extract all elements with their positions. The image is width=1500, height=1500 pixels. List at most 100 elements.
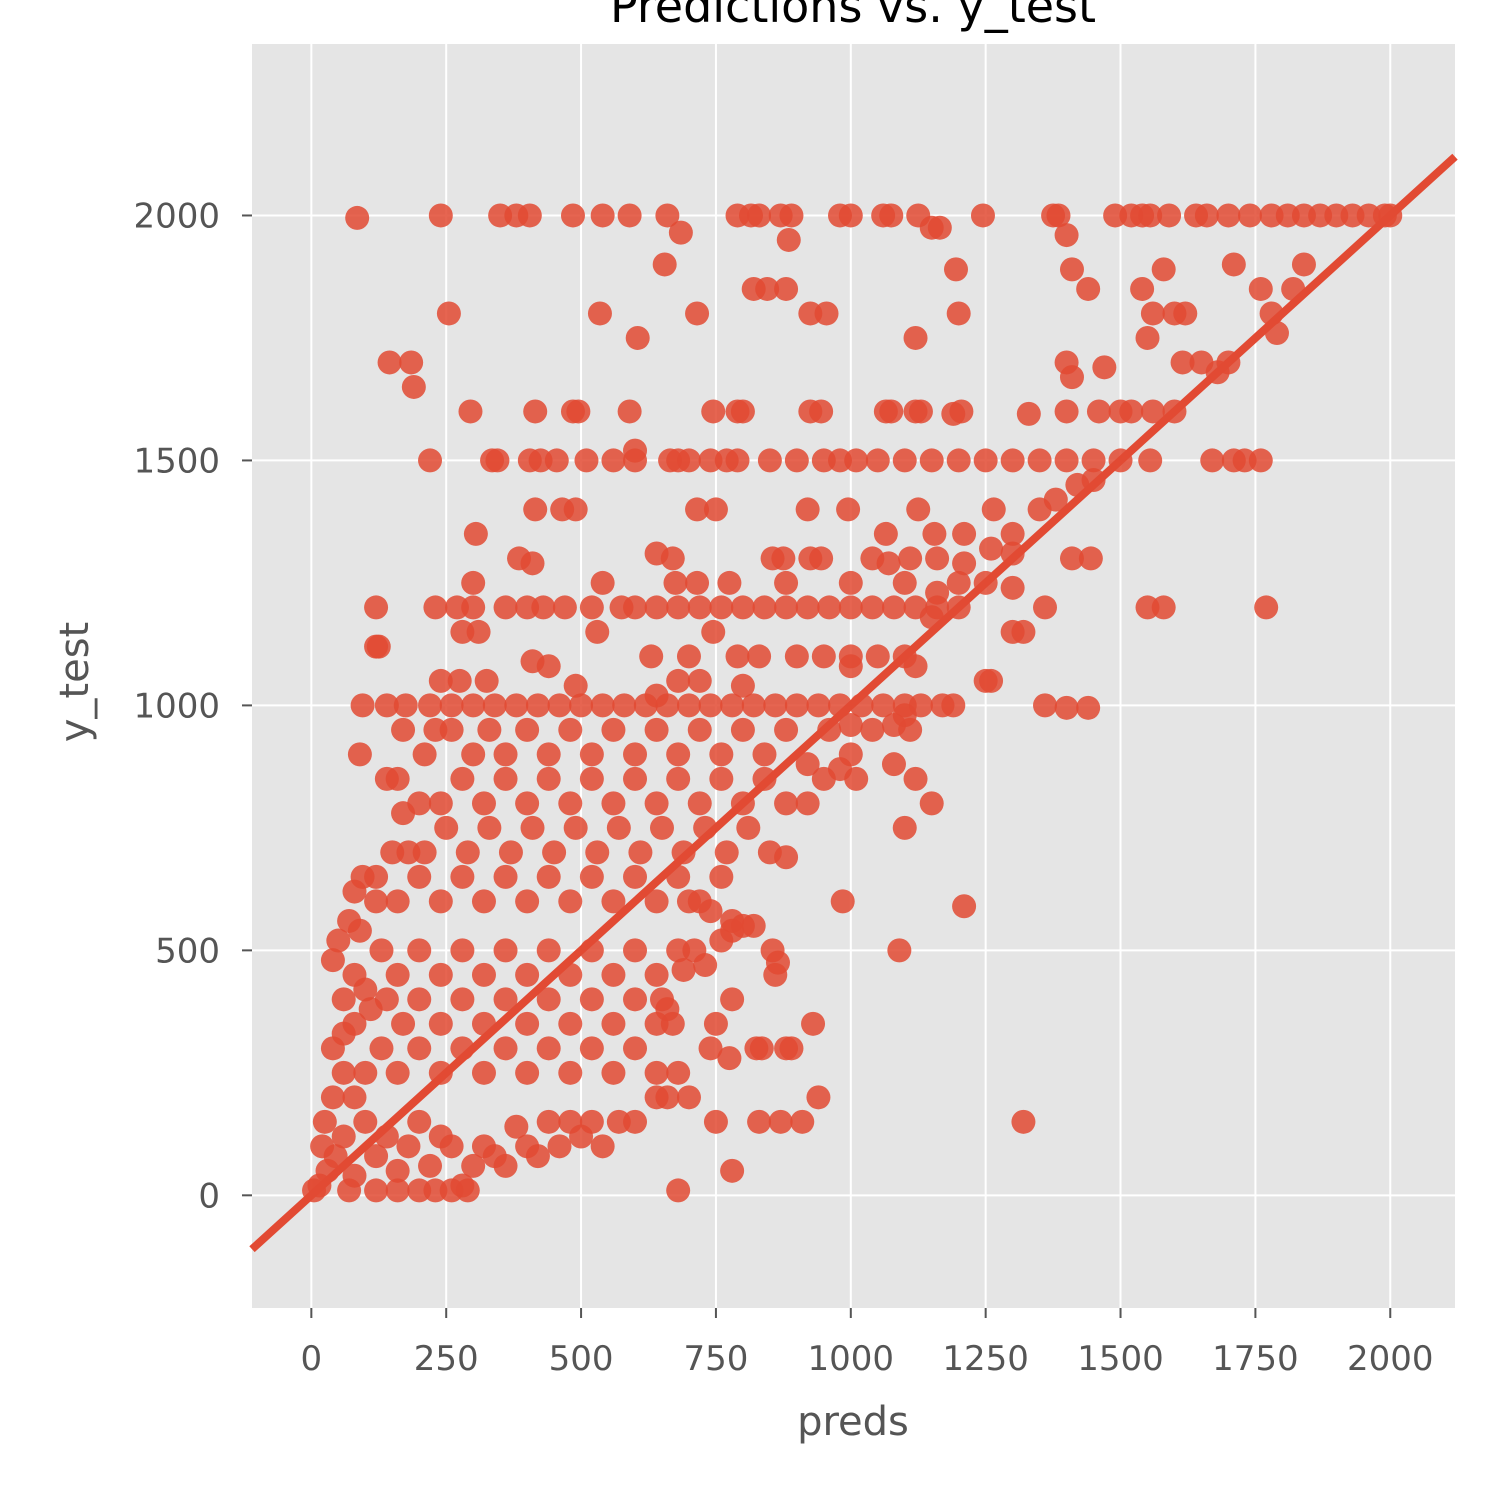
data-point xyxy=(477,717,502,742)
data-point xyxy=(809,399,834,424)
data-point xyxy=(881,595,906,620)
data-point xyxy=(663,570,688,595)
data-point xyxy=(461,570,486,595)
data-point xyxy=(504,693,529,718)
data-point xyxy=(450,864,475,889)
data-point xyxy=(558,1011,583,1036)
data-point xyxy=(320,1085,345,1110)
data-point xyxy=(698,693,723,718)
data-point xyxy=(482,693,507,718)
data-point xyxy=(391,801,416,826)
data-point xyxy=(892,815,917,840)
data-point xyxy=(364,1178,389,1203)
data-point xyxy=(830,889,855,914)
x-tick-label: 1750 xyxy=(1212,1339,1299,1379)
data-point xyxy=(428,668,453,693)
data-point xyxy=(369,938,394,963)
data-point xyxy=(644,791,669,816)
data-point xyxy=(393,693,418,718)
data-point xyxy=(558,889,583,914)
data-point xyxy=(353,1060,378,1085)
data-point xyxy=(623,987,648,1012)
data-point xyxy=(461,742,486,767)
data-point xyxy=(552,595,577,620)
data-point xyxy=(471,1060,496,1085)
data-point xyxy=(623,438,648,463)
data-point xyxy=(720,1158,745,1183)
data-point xyxy=(741,913,766,938)
axis-ticks: 0 250 500 750 1000 1250 1500 1750 2000 0 500 1000 15… xyxy=(133,196,1433,1379)
data-point xyxy=(536,742,561,767)
data-point xyxy=(666,595,691,620)
data-point xyxy=(771,546,796,571)
data-point xyxy=(903,654,928,679)
data-point xyxy=(439,717,464,742)
data-point xyxy=(790,1109,815,1134)
data-point xyxy=(1135,325,1160,350)
data-point xyxy=(736,815,761,840)
data-point xyxy=(1157,203,1182,228)
data-point xyxy=(385,1158,410,1183)
data-point xyxy=(946,570,971,595)
data-point xyxy=(1046,203,1071,228)
data-point xyxy=(860,595,885,620)
data-point xyxy=(703,1011,728,1036)
data-point xyxy=(714,840,739,865)
data-point xyxy=(1033,693,1058,718)
data-point xyxy=(703,497,728,522)
data-point xyxy=(312,1109,337,1134)
data-point xyxy=(493,1036,518,1061)
data-point xyxy=(439,693,464,718)
data-point xyxy=(536,1036,561,1061)
data-point xyxy=(520,815,545,840)
data-point xyxy=(717,1046,742,1071)
data-point xyxy=(485,448,510,473)
data-point xyxy=(1059,546,1084,571)
data-point xyxy=(763,693,788,718)
data-point xyxy=(515,889,540,914)
data-point xyxy=(345,205,370,230)
data-point xyxy=(903,766,928,791)
data-point xyxy=(1078,546,1103,571)
data-point xyxy=(730,673,755,698)
data-point xyxy=(774,595,799,620)
data-point xyxy=(881,752,906,777)
data-point xyxy=(466,619,491,644)
data-point xyxy=(463,521,488,546)
data-point xyxy=(579,987,604,1012)
data-point xyxy=(418,1153,443,1178)
data-point xyxy=(757,448,782,473)
data-point xyxy=(536,654,561,679)
data-point xyxy=(952,894,977,919)
data-point xyxy=(817,595,842,620)
data-point xyxy=(747,203,772,228)
data-point xyxy=(563,815,588,840)
data-point xyxy=(471,791,496,816)
data-point xyxy=(579,1109,604,1134)
data-point xyxy=(865,644,890,669)
data-point xyxy=(776,227,801,252)
data-point xyxy=(331,1124,356,1149)
x-tick-label: 750 xyxy=(683,1339,748,1379)
data-point xyxy=(374,987,399,1012)
data-point xyxy=(1221,252,1246,277)
data-point xyxy=(720,693,745,718)
data-point xyxy=(774,791,799,816)
data-point xyxy=(666,1060,691,1085)
data-point xyxy=(703,1109,728,1134)
data-point xyxy=(536,1109,561,1134)
data-point xyxy=(765,950,790,975)
data-point xyxy=(601,1060,626,1085)
data-point xyxy=(320,948,345,973)
data-point xyxy=(418,693,443,718)
data-point xyxy=(585,619,610,644)
data-point xyxy=(1130,276,1155,301)
data-point xyxy=(612,693,637,718)
data-point xyxy=(1054,399,1079,424)
data-point xyxy=(811,644,836,669)
data-point xyxy=(366,634,391,659)
data-point xyxy=(423,1178,448,1203)
data-point xyxy=(391,1011,416,1036)
data-point xyxy=(806,693,831,718)
data-point xyxy=(493,742,518,767)
